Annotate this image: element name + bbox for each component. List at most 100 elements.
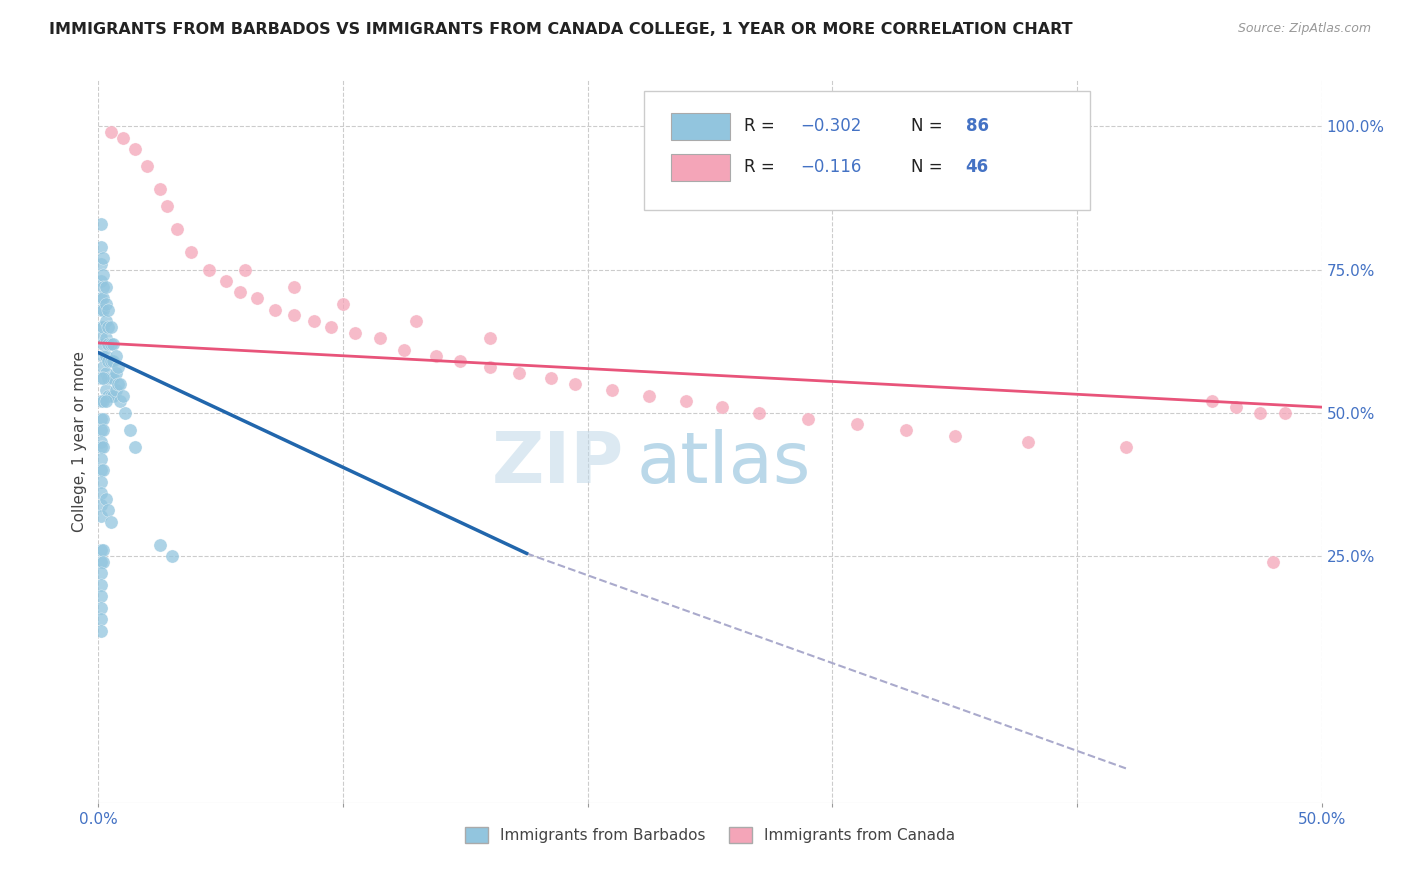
Point (1274, 406, 1296, 420)
Text: Source: ZipAtlas.com: Source: ZipAtlas.com (1237, 22, 1371, 36)
Text: R =: R = (744, 158, 780, 176)
Point (94, 314, 117, 328)
Point (91, 543, 114, 558)
Point (91, 394, 114, 409)
Point (94, 366, 117, 380)
Point (100, 319, 122, 334)
Point (90, 239, 112, 253)
Point (104, 383, 127, 397)
Point (107, 359, 129, 374)
Point (1115, 440, 1137, 454)
Point (214, 274, 236, 288)
Point (91, 423, 114, 437)
Point (1261, 555, 1284, 569)
Point (94, 394, 117, 409)
Point (91, 302, 114, 317)
Point (100, 371, 122, 385)
Point (90, 411, 112, 425)
Point (94, 349, 117, 363)
Point (90, 394, 112, 409)
Point (478, 331, 501, 345)
Point (425, 349, 447, 363)
Legend: Immigrants from Barbados, Immigrants from Canada: Immigrants from Barbados, Immigrants fro… (458, 822, 962, 849)
Point (100, 515, 122, 529)
Point (90, 578, 112, 592)
Point (894, 423, 917, 437)
Point (90, 624, 112, 638)
Point (91, 555, 114, 569)
Point (233, 262, 256, 277)
Point (90, 331, 112, 345)
Text: 86: 86 (966, 117, 988, 135)
Point (90, 612, 112, 626)
Text: −0.116: −0.116 (800, 158, 862, 176)
Point (149, 538, 172, 552)
Point (392, 343, 416, 357)
Point (1249, 406, 1271, 420)
Point (263, 302, 285, 317)
Point (91, 411, 114, 425)
Point (101, 337, 124, 351)
Point (197, 262, 219, 277)
Point (91, 319, 114, 334)
Y-axis label: College, 1 year or more: College, 1 year or more (72, 351, 87, 532)
Point (229, 285, 252, 300)
Point (101, 354, 124, 368)
Point (100, 337, 122, 351)
Point (90, 440, 112, 454)
Point (90, 291, 112, 305)
Point (90, 371, 112, 385)
Point (91, 291, 114, 305)
Point (748, 406, 770, 420)
Point (97, 337, 120, 351)
Point (97, 354, 120, 368)
Point (91, 251, 114, 265)
Point (136, 159, 159, 173)
Text: ZIP: ZIP (492, 429, 624, 498)
Point (302, 314, 325, 328)
Point (675, 394, 697, 409)
Text: N =: N = (911, 117, 948, 135)
Point (104, 349, 127, 363)
Point (711, 400, 734, 414)
FancyBboxPatch shape (671, 154, 730, 181)
Point (90, 486, 112, 500)
Point (1225, 400, 1247, 414)
Point (90, 590, 112, 604)
Point (450, 354, 472, 368)
Point (90, 509, 112, 524)
Point (90, 451, 112, 466)
Point (124, 142, 146, 156)
Point (160, 549, 183, 564)
Point (283, 279, 305, 293)
Point (90, 217, 112, 231)
Point (90, 274, 112, 288)
Point (91, 268, 114, 283)
Text: −0.302: −0.302 (800, 117, 862, 135)
Point (90, 257, 112, 271)
Point (107, 377, 129, 392)
Point (90, 543, 112, 558)
Point (101, 389, 124, 403)
Point (111, 130, 134, 145)
Point (156, 199, 179, 213)
Point (110, 394, 132, 409)
Point (97, 319, 120, 334)
Point (637, 389, 661, 403)
Point (283, 309, 305, 323)
Point (600, 383, 623, 397)
Point (91, 463, 114, 477)
Point (564, 377, 586, 392)
Point (90, 423, 112, 437)
Point (368, 331, 391, 345)
Point (94, 297, 117, 311)
FancyBboxPatch shape (644, 91, 1091, 211)
Point (90, 555, 112, 569)
Point (90, 498, 112, 512)
Point (149, 182, 172, 196)
Text: 46: 46 (966, 158, 988, 176)
Point (100, 389, 122, 403)
Point (332, 297, 354, 311)
Point (91, 279, 114, 293)
Point (344, 326, 367, 340)
